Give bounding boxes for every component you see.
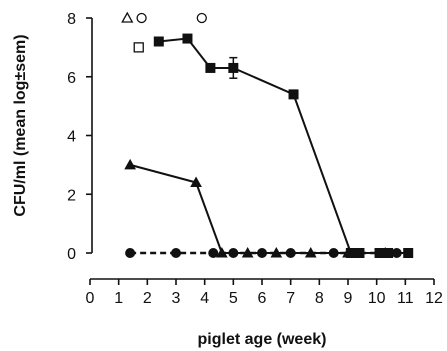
square-series-line: [158, 37, 409, 254]
square-data-point: [228, 62, 239, 73]
y-tick-label: 4: [67, 129, 76, 146]
triangle-data-point: [124, 158, 136, 170]
open-triangle-marker: [121, 11, 134, 23]
x-tick-label: 3: [172, 290, 181, 307]
x-axis-title: piglet age (week): [198, 331, 327, 348]
y-axis: 0 2 4 6 8: [67, 11, 93, 263]
triangle-data-point: [342, 246, 354, 258]
y-tick-label: 8: [67, 11, 76, 28]
x-tick-label: 9: [344, 290, 353, 307]
triangle-data-point: [241, 246, 254, 258]
circle-data-point: [208, 248, 219, 258]
square-data-point: [205, 62, 216, 73]
x-tick-label: 4: [200, 290, 209, 307]
x-tick-label: 1: [114, 290, 123, 307]
square-data-point: [153, 36, 164, 47]
x-tick-label: 7: [286, 290, 295, 307]
x-tick-label: 11: [397, 290, 414, 307]
triangle-data-point: [216, 246, 228, 258]
x-tick-label: 8: [315, 290, 324, 307]
square-data-point: [182, 33, 193, 44]
y-axis-title: CFU/ml (mean log±sem): [12, 34, 29, 216]
data-markers: [124, 33, 414, 258]
triangle-data-point: [379, 246, 392, 258]
circle-data-point: [257, 248, 267, 258]
x-tick-label: 2: [143, 290, 152, 307]
x-tick-label: 10: [368, 290, 386, 307]
x-tick-label: 5: [229, 290, 238, 307]
x-axis: 0 1 2 3 4 5 6 7 8 9 10 11 12: [86, 278, 443, 307]
circle-data-point: [285, 248, 296, 258]
y-tick-label: 2: [67, 187, 76, 204]
circle-data-point: [171, 248, 181, 258]
square-data-point: [403, 248, 414, 258]
circle-data-point: [125, 248, 136, 258]
open-square-marker: [133, 42, 144, 53]
open-markers: [121, 11, 207, 53]
circle-data-point: [351, 248, 362, 258]
x-tick-label: 12: [425, 290, 443, 307]
y-tick-label: 0: [67, 246, 76, 263]
x-tick-label: 0: [86, 290, 95, 307]
open-circle-marker: [196, 12, 207, 24]
circle-data-point: [228, 248, 239, 258]
triangle-data-point: [304, 246, 317, 258]
x-tick-label: 6: [258, 290, 267, 307]
open-circle-marker: [136, 12, 147, 24]
square-data-point: [288, 89, 299, 100]
series-lines: [129, 37, 409, 255]
triangle-data-point: [270, 246, 283, 258]
circle-data-point: [391, 248, 402, 258]
circle-data-point: [328, 248, 339, 258]
y-tick-label: 6: [67, 70, 76, 87]
triangle-data-point: [190, 176, 202, 187]
